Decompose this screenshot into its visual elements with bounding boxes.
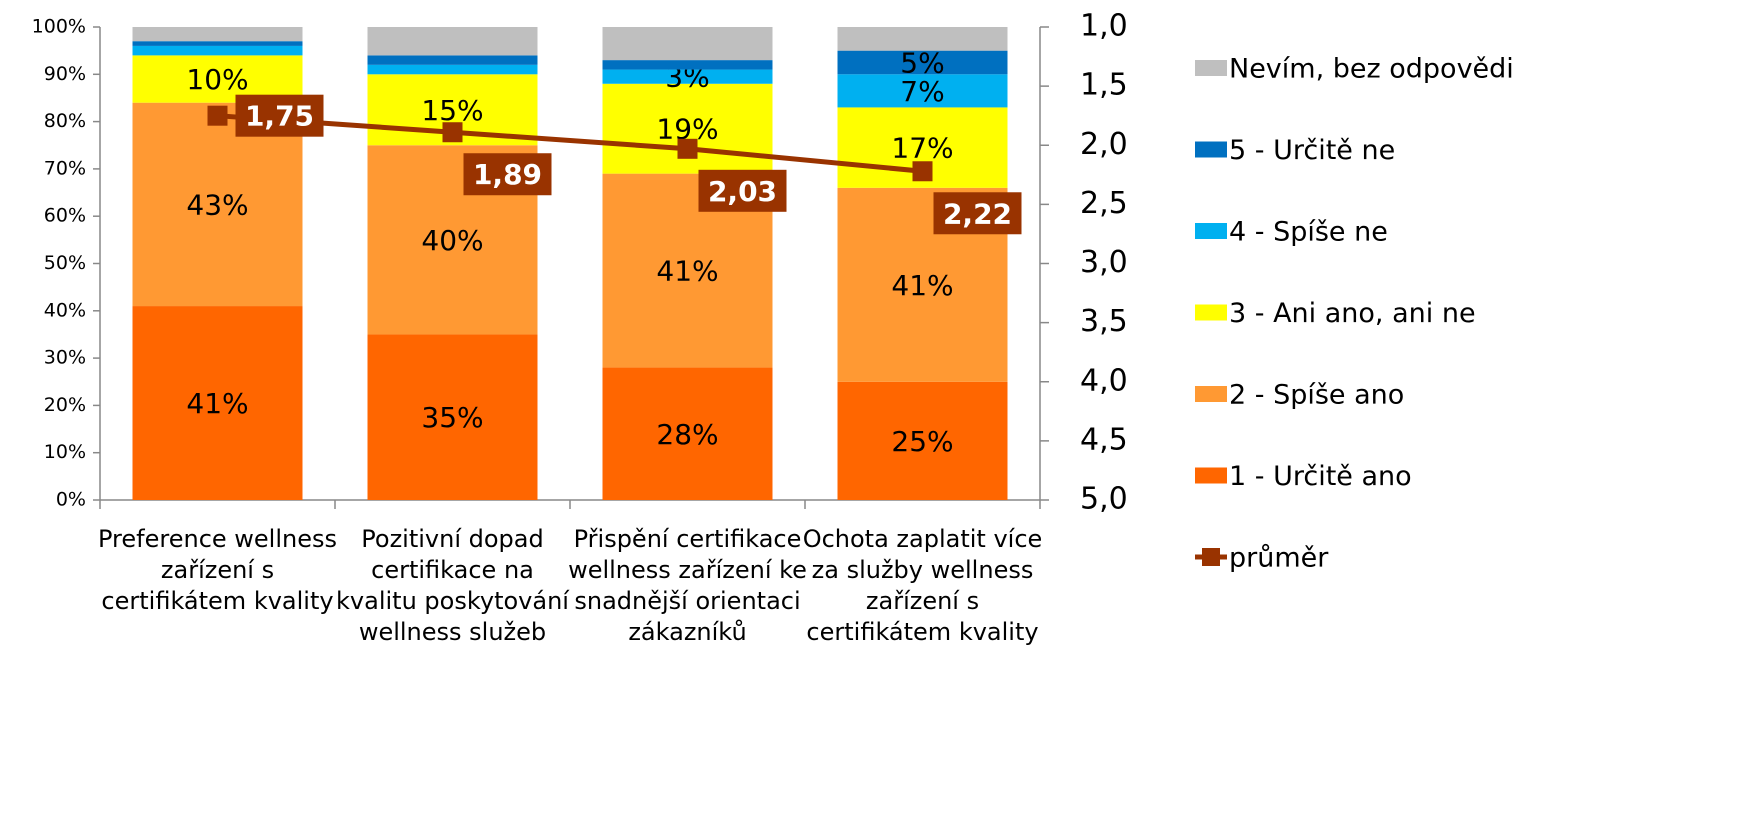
line-marker: [912, 161, 933, 182]
legend-swatch: [1195, 223, 1227, 239]
data-label: 40%: [421, 224, 483, 257]
x-tick-label: Pozitivní dopad certifikace na kvalitu p…: [336, 525, 569, 646]
bar-segment: [602, 60, 773, 70]
data-label: 2,03: [708, 175, 777, 208]
bar-segment: [132, 306, 303, 500]
line-marker: [207, 105, 228, 126]
y-tick-label: 40%: [44, 299, 86, 321]
line-series: [217, 113, 923, 174]
legend-label: 4 - Spíše ne: [1229, 217, 1388, 248]
legend-label: 5 - Určitě ne: [1229, 135, 1395, 166]
y-tick-label: 10%: [44, 441, 86, 463]
bar-segment: [367, 64, 538, 75]
data-label: 17%: [891, 132, 953, 165]
line-marker: [677, 138, 698, 159]
data-label: 1,89: [473, 158, 542, 191]
y-tick-label: 90%: [44, 63, 86, 85]
y2-tick-label: 3,0: [1080, 245, 1128, 280]
data-label: 41%: [186, 387, 248, 420]
legend-label: 2 - Spíše ano: [1229, 380, 1404, 411]
data-label: 28%: [656, 418, 718, 451]
y-tick-label: 0%: [56, 489, 86, 511]
y2-tick-label: 2,0: [1080, 127, 1128, 162]
y2-tick-label: 5,0: [1080, 482, 1128, 517]
x-tick-label: Preference wellness zařízení s certifiká…: [98, 525, 337, 615]
legend-label: 1 - Určitě ano: [1229, 461, 1412, 492]
y2-tick-label: 2,5: [1080, 186, 1128, 221]
line-marker: [442, 122, 463, 143]
data-label: 25%: [891, 425, 953, 458]
bar-segment: [602, 69, 773, 84]
legend-marker: [1202, 548, 1220, 566]
legend-swatch: [1195, 304, 1227, 321]
data-label: 41%: [656, 255, 718, 288]
data-label-box: [698, 169, 787, 212]
bar-segment: [837, 74, 1008, 108]
bar-segment: [837, 381, 1008, 500]
y-tick-label: 80%: [44, 110, 86, 132]
x-tick-label: Přispění certifikace wellness zařízení k…: [568, 525, 807, 646]
y-tick-label: 60%: [44, 205, 86, 227]
bar-segment: [602, 27, 773, 61]
bar-segment: [837, 27, 1008, 51]
bar-segment: [367, 27, 538, 56]
data-label: 15%: [421, 94, 483, 127]
legend-swatch: [1195, 60, 1227, 76]
bar-segment: [367, 334, 538, 500]
data-label: 35%: [421, 401, 483, 434]
y2-tick-label: 4,5: [1080, 422, 1128, 457]
y2-tick-label: 3,5: [1080, 304, 1128, 339]
y-tick-label: 100%: [32, 16, 86, 38]
data-label: 10%: [186, 63, 248, 96]
data-label-box: [235, 94, 324, 137]
data-label: 41%: [891, 269, 953, 302]
legend-swatch: [1195, 467, 1227, 484]
legend-label: 3 - Ani ano, ani ne: [1229, 298, 1476, 329]
data-label: 1,75: [245, 100, 314, 133]
legend-label: Nevím, bez odpovědi: [1229, 54, 1514, 85]
bar-segment: [367, 55, 538, 65]
y2-tick-label: 1,5: [1080, 68, 1128, 103]
bar-segment: [132, 41, 303, 46]
data-label-box: [463, 153, 552, 196]
y2-tick-label: 4,0: [1080, 363, 1128, 398]
y-tick-label: 70%: [44, 157, 86, 179]
legend-swatch: [1195, 141, 1227, 158]
x-tick-label: Ochota zaplatit více za služby wellness …: [802, 525, 1043, 646]
y-tick-label: 50%: [44, 252, 86, 274]
bar-segment: [602, 367, 773, 500]
data-label: 7%: [900, 75, 944, 108]
legend-label: průměr: [1229, 543, 1329, 574]
legend-swatch: [1195, 386, 1227, 402]
y2-tick-label: 1,0: [1080, 9, 1128, 44]
bar-segment: [132, 45, 303, 56]
y-tick-label: 30%: [44, 347, 86, 369]
data-label: 2,22: [943, 197, 1012, 230]
data-label: 43%: [186, 188, 248, 221]
bar-segment: [132, 27, 303, 42]
data-label: 5%: [900, 46, 944, 79]
data-label-box: [933, 192, 1022, 235]
y-tick-label: 20%: [44, 394, 86, 416]
bar-segment: [837, 50, 1008, 75]
